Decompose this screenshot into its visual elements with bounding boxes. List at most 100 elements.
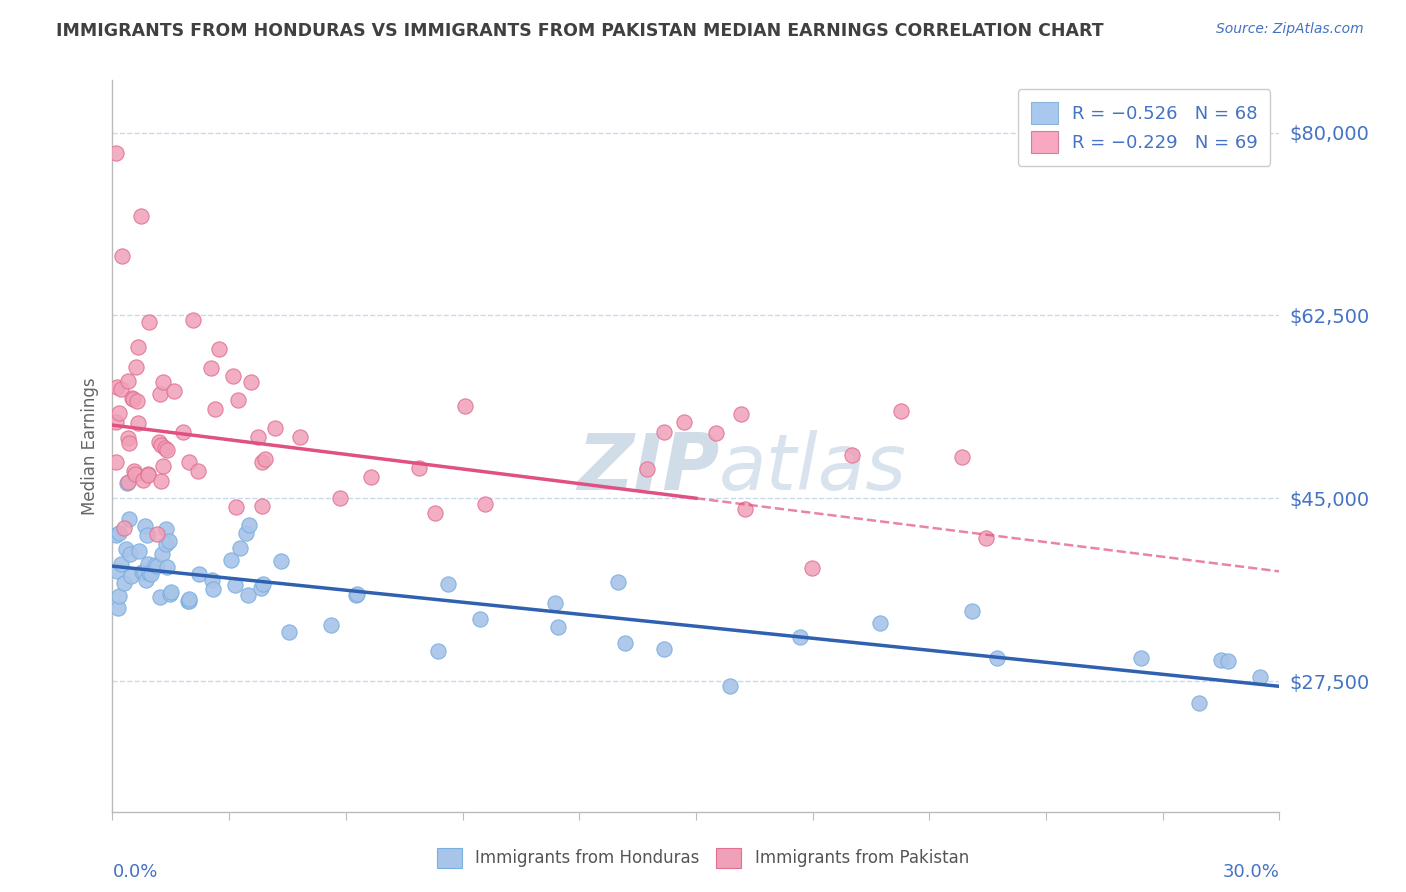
Point	[111, 249, 134, 263]
Point	[960, 604, 983, 618]
Text: atlas: atlas	[720, 430, 907, 506]
Point	[124, 467, 146, 482]
Point	[125, 359, 148, 374]
Point	[143, 558, 166, 573]
Point	[117, 512, 139, 526]
Point	[454, 399, 477, 413]
Point	[115, 475, 138, 490]
Point	[149, 591, 172, 605]
Point	[1218, 654, 1240, 668]
Point	[179, 594, 201, 608]
Point	[117, 475, 139, 489]
Point	[152, 458, 174, 473]
Point	[544, 596, 567, 610]
Text: Source: ZipAtlas.com: Source: ZipAtlas.com	[1216, 22, 1364, 37]
Point	[346, 587, 368, 601]
Point	[636, 462, 658, 476]
Point	[613, 636, 636, 650]
Point	[136, 467, 159, 481]
Text: IMMIGRANTS FROM HONDURAS VS IMMIGRANTS FROM PAKISTAN MEDIAN EARNINGS CORRELATION: IMMIGRANTS FROM HONDURAS VS IMMIGRANTS F…	[56, 22, 1104, 40]
Point	[138, 566, 160, 580]
Point	[121, 391, 143, 405]
Point	[718, 679, 741, 693]
Point	[120, 547, 142, 561]
Point	[156, 560, 179, 574]
Point	[107, 564, 129, 578]
Point	[125, 393, 148, 408]
Point	[159, 586, 181, 600]
Point	[105, 416, 128, 430]
Point	[250, 581, 273, 595]
Point	[474, 497, 496, 511]
Point	[153, 442, 176, 456]
Point	[120, 569, 142, 583]
Point	[235, 526, 257, 541]
Point	[179, 455, 201, 469]
Point	[149, 437, 172, 451]
Point	[240, 376, 263, 390]
Point	[115, 542, 138, 557]
Point	[547, 620, 569, 634]
Point	[950, 450, 973, 464]
Point	[329, 491, 352, 505]
Point	[155, 537, 177, 551]
Point	[238, 517, 260, 532]
Point	[672, 415, 695, 429]
Point	[155, 522, 177, 536]
Point	[890, 404, 912, 418]
Point	[207, 342, 229, 356]
Point	[253, 451, 276, 466]
Point	[105, 379, 128, 393]
Point	[204, 402, 226, 417]
Point	[225, 500, 247, 514]
Point	[841, 448, 863, 462]
Point	[177, 594, 200, 608]
Point	[135, 527, 157, 541]
Point	[150, 547, 173, 561]
Point	[986, 651, 1008, 665]
Point	[652, 641, 675, 656]
Point	[436, 577, 458, 591]
Point	[131, 209, 153, 223]
Point	[139, 567, 162, 582]
Point	[360, 470, 382, 484]
Point	[606, 574, 628, 589]
Point	[172, 425, 194, 439]
Point	[290, 429, 312, 443]
Point	[224, 578, 246, 592]
Point	[160, 585, 183, 599]
Point	[110, 383, 132, 397]
Point	[118, 436, 141, 450]
Text: 30.0%: 30.0%	[1223, 863, 1279, 881]
Point	[138, 315, 160, 329]
Point	[246, 430, 269, 444]
Point	[789, 631, 811, 645]
Point	[408, 460, 430, 475]
Point	[270, 554, 292, 568]
Y-axis label: Median Earnings: Median Earnings	[80, 377, 98, 515]
Point	[252, 577, 274, 591]
Legend: Immigrants from Honduras, Immigrants from Pakistan: Immigrants from Honduras, Immigrants fro…	[430, 841, 976, 875]
Point	[122, 392, 145, 406]
Point	[427, 644, 450, 658]
Point	[468, 612, 491, 626]
Point	[127, 416, 149, 430]
Point	[105, 146, 128, 161]
Point	[652, 425, 675, 440]
Point	[131, 566, 153, 580]
Point	[730, 408, 752, 422]
Point	[706, 425, 728, 440]
Text: 0.0%: 0.0%	[112, 863, 157, 881]
Point	[145, 558, 167, 573]
Point	[110, 557, 132, 571]
Point	[107, 406, 129, 420]
Point	[221, 553, 243, 567]
Point	[1188, 696, 1211, 710]
Point	[152, 376, 174, 390]
Point	[202, 582, 225, 596]
Point	[108, 525, 131, 540]
Point	[201, 574, 224, 588]
Point	[135, 573, 157, 587]
Point	[236, 588, 259, 602]
Point	[148, 434, 170, 449]
